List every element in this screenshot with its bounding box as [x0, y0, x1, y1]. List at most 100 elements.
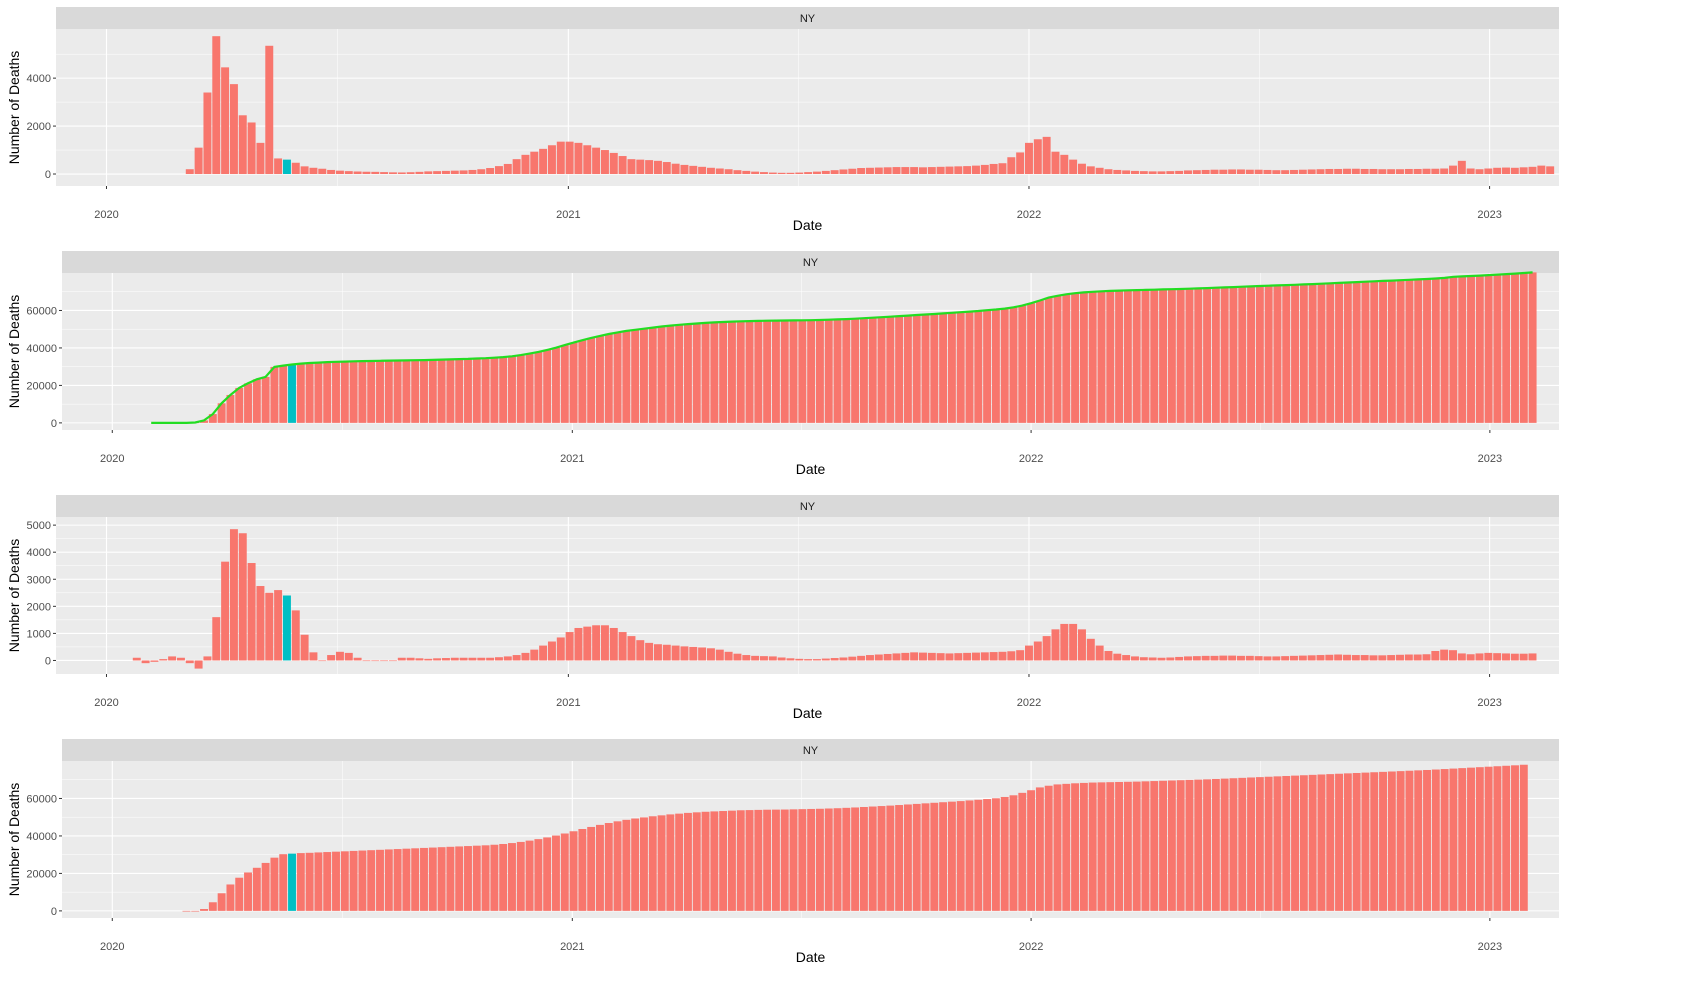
bar: [1255, 286, 1264, 423]
bar: [1282, 775, 1291, 911]
bar: [1449, 768, 1458, 911]
bar: [279, 365, 288, 423]
bar: [971, 165, 980, 175]
bar: [420, 847, 428, 911]
bar: [1449, 165, 1457, 175]
bar: [1414, 279, 1423, 423]
bar: [1325, 654, 1334, 661]
bar: [795, 172, 804, 175]
bar: [701, 811, 710, 911]
bar: [1007, 157, 1016, 175]
bar: [309, 167, 318, 175]
x-tick-label: 2021: [556, 697, 580, 709]
bar: [235, 387, 244, 423]
bar: [1343, 654, 1351, 661]
bar: [1387, 169, 1396, 175]
bar: [420, 360, 428, 423]
bar: [1184, 656, 1192, 661]
bar: [1467, 276, 1475, 423]
bar: [1466, 168, 1475, 175]
bar: [877, 806, 886, 911]
bar: [1360, 655, 1369, 661]
bar: [424, 658, 433, 661]
bar: [1379, 771, 1387, 911]
bar: [459, 657, 468, 661]
bar: [613, 821, 622, 911]
bar: [947, 801, 956, 911]
bar: [238, 533, 247, 661]
bar: [393, 360, 402, 423]
bar: [578, 340, 587, 423]
bar: [998, 651, 1007, 661]
bar: [415, 171, 424, 175]
bar: [1159, 289, 1168, 423]
bar: [1299, 775, 1308, 911]
bar: [265, 45, 274, 175]
bar: [1131, 170, 1139, 175]
bar: [1475, 767, 1484, 911]
bar: [1475, 169, 1484, 175]
bar: [247, 122, 256, 175]
bar: [1493, 274, 1502, 423]
bar: [1148, 657, 1157, 661]
facet-strip: [62, 739, 1559, 761]
bar: [1210, 169, 1219, 175]
bar: [450, 657, 459, 661]
bar: [411, 848, 420, 911]
bar: [1115, 781, 1124, 911]
bar: [556, 141, 565, 175]
bar: [1175, 656, 1184, 661]
bar: [450, 170, 459, 175]
bar: [252, 867, 261, 911]
bar: [332, 361, 340, 423]
bar: [701, 322, 710, 423]
bar: [963, 652, 972, 661]
bar: [777, 657, 786, 661]
x-tick-label: 2020: [100, 941, 124, 953]
bar: [499, 357, 508, 423]
bar: [1528, 166, 1537, 175]
bar: [1185, 288, 1194, 423]
bar: [1210, 655, 1219, 661]
bar: [736, 810, 745, 911]
bar: [402, 360, 411, 423]
bar: [1379, 280, 1387, 423]
bar: [226, 394, 235, 423]
bar: [1484, 168, 1493, 175]
bar: [1071, 293, 1080, 423]
bar: [821, 658, 830, 661]
bar: [954, 166, 963, 175]
bar: [1194, 288, 1203, 423]
bar: [1352, 772, 1361, 911]
bar: [895, 316, 904, 423]
bar: [340, 361, 349, 423]
bar: [1502, 765, 1511, 911]
bar: [185, 660, 194, 664]
bar: [1007, 651, 1016, 661]
bar: [332, 851, 340, 911]
bar: [1123, 781, 1132, 911]
bar: [1220, 287, 1229, 423]
bar: [751, 171, 760, 175]
bar: [983, 310, 992, 423]
bar: [1475, 653, 1484, 661]
bar: [1228, 169, 1237, 175]
bar: [499, 843, 508, 911]
bar: [780, 320, 789, 423]
bar: [998, 163, 1007, 175]
bar: [1176, 780, 1185, 911]
bar: [706, 167, 715, 175]
bar: [645, 160, 654, 175]
bar: [675, 324, 684, 423]
bar: [256, 142, 265, 175]
bar: [1413, 168, 1422, 175]
bar: [433, 171, 442, 175]
bar: [859, 318, 868, 423]
bar: [710, 811, 719, 911]
bar: [1086, 166, 1095, 175]
bar: [1431, 168, 1440, 175]
bar: [1201, 169, 1210, 175]
bar: [715, 649, 724, 661]
bar: [596, 824, 604, 911]
bar: [1414, 770, 1423, 911]
